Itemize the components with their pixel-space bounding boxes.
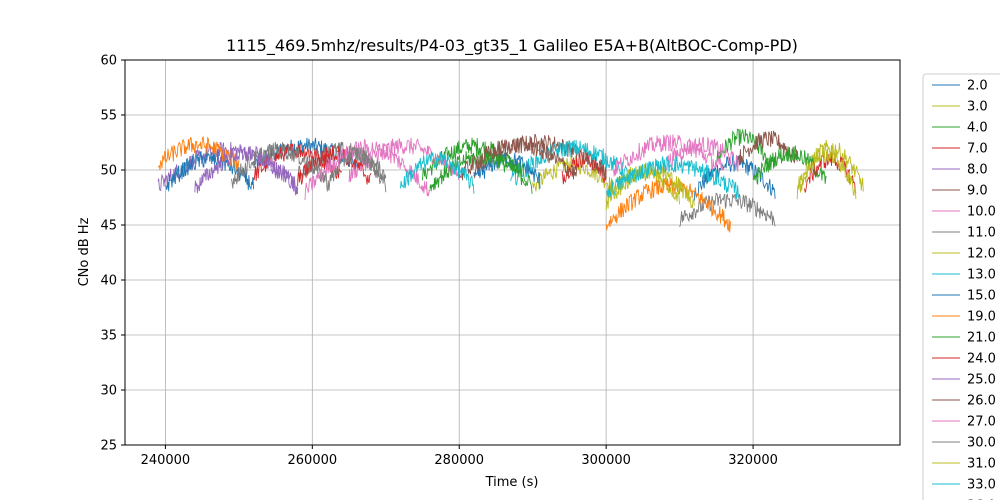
y-tick-label: 40 — [100, 274, 117, 289]
legend-label: 7.0 — [967, 142, 988, 157]
x-tick-label: 280000 — [434, 453, 484, 468]
y-tick-label: 30 — [100, 384, 117, 399]
series-pass-line — [165, 151, 255, 192]
series-pass-line — [473, 134, 607, 179]
legend-label: 8.0 — [967, 163, 988, 178]
legend-label: 19.0 — [967, 310, 996, 325]
series-13-0 — [510, 139, 636, 186]
x-axis-label: Time (s) — [485, 475, 539, 490]
series-25-0 — [194, 145, 299, 196]
series-pass-line — [194, 145, 299, 196]
legend-label: 24.0 — [967, 352, 996, 367]
legend-label: 21.0 — [967, 331, 996, 346]
legend-label: 4.0 — [967, 121, 988, 136]
legend-label: 11.0 — [967, 226, 996, 241]
series-layer — [157, 128, 864, 233]
legend-label: 30.0 — [967, 436, 996, 451]
legend: 2.0 3.0 4.0 7.0 8.0 9.0 10.0 11.0 12.0 13.0 15.0 19… — [922, 73, 1000, 500]
series-pass-line — [429, 148, 533, 194]
y-tick-label: 25 — [100, 439, 117, 454]
series-30-0 — [231, 141, 387, 193]
legend-label: 2.0 — [967, 79, 988, 94]
legend-label: 26.0 — [967, 394, 996, 409]
series-pass-line — [510, 139, 636, 186]
series-pass-line — [473, 151, 541, 189]
legend-label: 15.0 — [967, 289, 996, 304]
grid-lines — [125, 59, 900, 446]
series-pass-line — [752, 145, 827, 186]
series-26-0 — [458, 134, 578, 181]
x-tick-label: 320000 — [728, 453, 778, 468]
series-pass-line — [605, 178, 732, 233]
y-tick-label: 60 — [100, 54, 117, 69]
legend-label: 10.0 — [967, 205, 996, 220]
series-pass-line — [326, 146, 387, 193]
series-pass-line — [606, 155, 739, 200]
series-15-0 — [165, 151, 541, 192]
chart-title: 1115_469.5mhz/results/P4-03_gt35_1 Galil… — [226, 36, 798, 56]
legend-label: 36.0 — [967, 499, 996, 500]
series-pass-line — [422, 137, 526, 182]
plot-frame — [124, 59, 901, 446]
series-pass-line — [804, 151, 857, 194]
legend-label: 31.0 — [967, 457, 996, 472]
legend-label: 3.0 — [967, 100, 988, 115]
series-pass-line — [613, 134, 725, 177]
x-tick-label: 260000 — [288, 453, 338, 468]
legend-label: 27.0 — [967, 415, 996, 430]
legend-label: 9.0 — [967, 184, 988, 199]
y-axis-ticks: 25 30 35 40 45 50 55 60 — [100, 54, 125, 454]
series-pass-line — [605, 162, 695, 211]
series-21-0 — [429, 145, 827, 194]
series-31-0 — [605, 146, 857, 211]
series-pass-line — [679, 192, 776, 228]
x-tick-label: 300000 — [581, 453, 631, 468]
x-axis-ticks: 240000 260000 280000 300000 320000 — [141, 445, 778, 468]
y-tick-label: 45 — [100, 219, 117, 234]
y-tick-label: 35 — [100, 329, 117, 344]
series-pass-line — [796, 139, 864, 194]
series-pass-line — [458, 134, 578, 181]
legend-label: 33.0 — [967, 478, 996, 493]
legend-label: 25.0 — [967, 373, 996, 388]
y-tick-label: 50 — [100, 164, 117, 179]
x-tick-label: 240000 — [141, 453, 191, 468]
series-pass-line — [796, 146, 857, 200]
series-pass-line — [231, 141, 328, 190]
legend-box — [922, 73, 1000, 500]
series-pass-line — [400, 151, 475, 194]
y-axis-label: CNo dB Hz — [77, 217, 92, 286]
legend-label: 12.0 — [967, 247, 996, 262]
y-tick-label: 55 — [100, 109, 117, 124]
legend-label: 13.0 — [967, 268, 996, 283]
series-33-0 — [400, 151, 739, 200]
